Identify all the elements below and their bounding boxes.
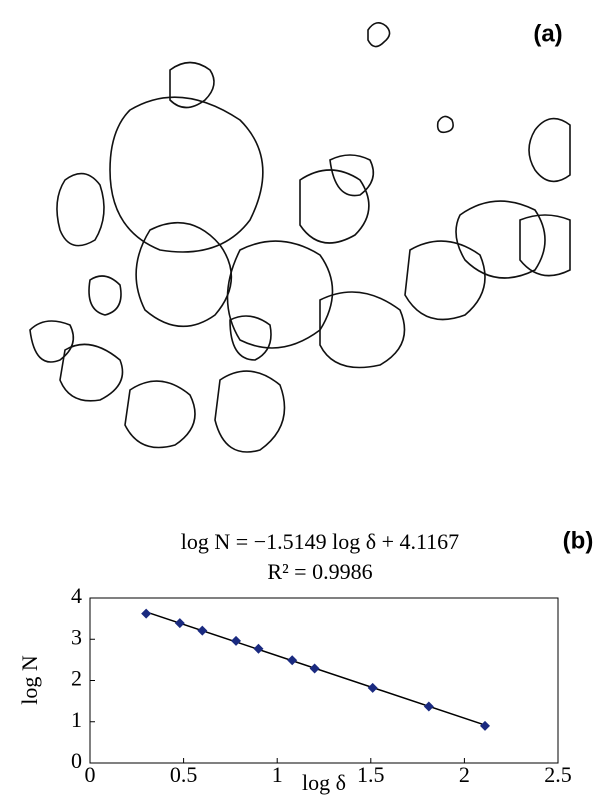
data-point bbox=[231, 635, 242, 646]
data-point bbox=[367, 682, 378, 693]
x-axis-label: log δ bbox=[302, 770, 346, 795]
data-point bbox=[253, 643, 264, 654]
y-tick-label: 4 bbox=[71, 583, 82, 608]
x-tick-label: 0 bbox=[85, 762, 96, 787]
y-tick-label: 0 bbox=[71, 748, 82, 773]
y-tick-label: 2 bbox=[71, 666, 82, 691]
panel-label: (a) bbox=[533, 20, 562, 47]
data-point bbox=[197, 625, 208, 636]
x-tick-label: 1 bbox=[272, 762, 283, 787]
data-point bbox=[174, 618, 185, 629]
x-tick-label: 2 bbox=[459, 762, 470, 787]
plot-frame bbox=[89, 597, 559, 764]
y-tick-label: 3 bbox=[71, 624, 82, 649]
data-point bbox=[423, 701, 434, 712]
y-tick-label: 1 bbox=[71, 707, 82, 732]
r-squared: R² = 0.9986 bbox=[267, 559, 372, 584]
panel-label: (b) bbox=[563, 527, 594, 554]
y-axis-label: log N bbox=[17, 655, 42, 705]
data-point bbox=[479, 720, 490, 731]
data-point bbox=[309, 663, 320, 674]
x-tick-label: 0.5 bbox=[170, 762, 198, 787]
x-tick-label: 2.5 bbox=[544, 762, 572, 787]
x-tick-label: 1.5 bbox=[357, 762, 385, 787]
equation: log N = −1.5149 log δ + 4.1167 bbox=[181, 529, 459, 554]
data-point bbox=[287, 655, 298, 666]
data-point bbox=[141, 608, 152, 619]
fractal-image bbox=[29, 22, 571, 453]
